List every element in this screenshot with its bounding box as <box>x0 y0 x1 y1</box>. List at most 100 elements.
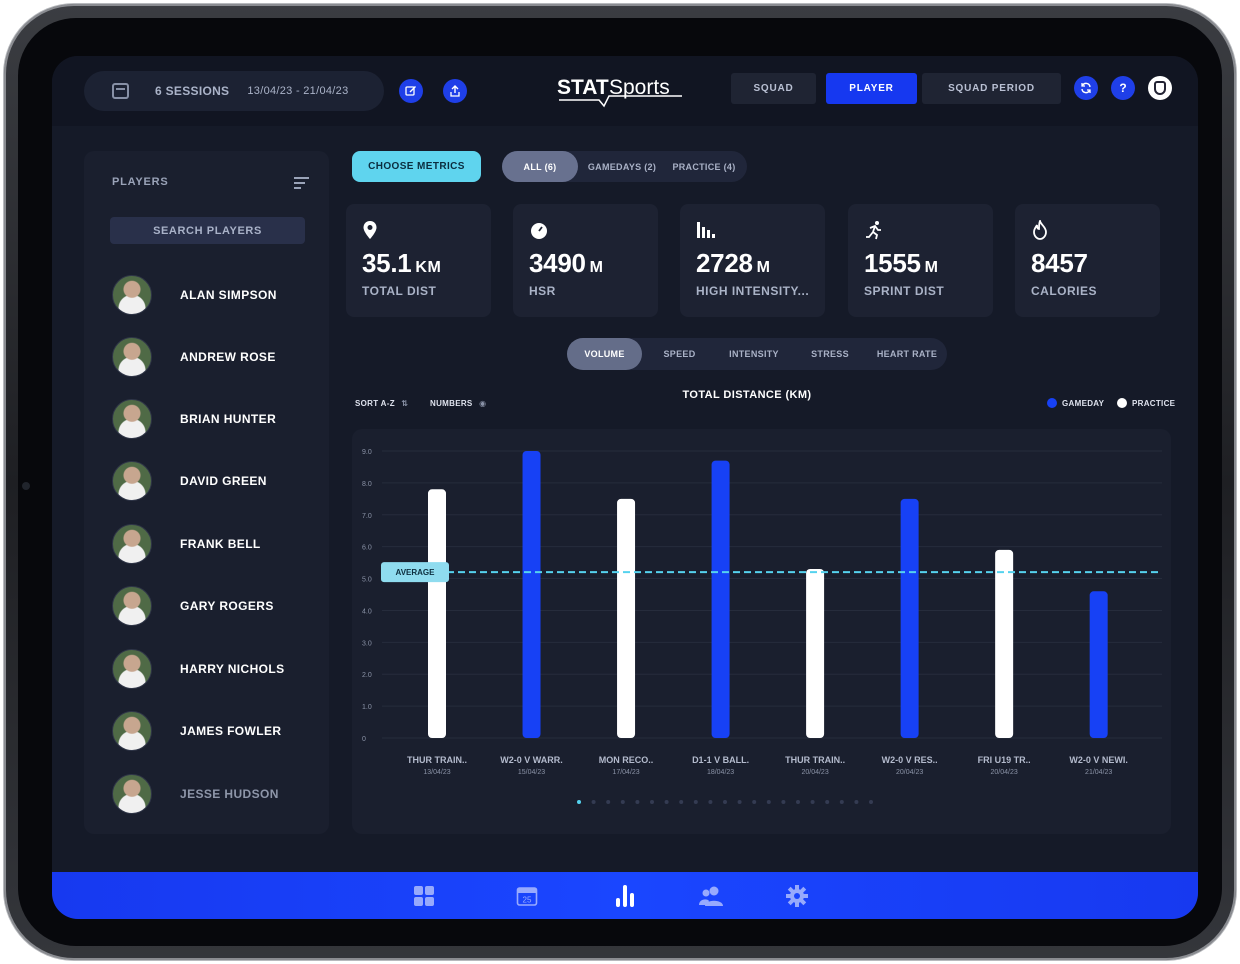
edit-button[interactable] <box>399 79 423 103</box>
tab-speed-label: SPEED <box>663 349 696 359</box>
stat-label: TOTAL DIST <box>362 284 437 298</box>
bar-gameday[interactable] <box>900 498 919 738</box>
y-tick-label: 7.0 <box>362 513 372 520</box>
player-row[interactable]: BRIAN HUNTER <box>112 399 322 439</box>
chart-title: TOTAL DISTANCE (KM) <box>682 389 812 401</box>
x-date-label: 13/04/23 <box>423 769 450 776</box>
bar-practice[interactable] <box>617 498 636 738</box>
stat-value: 8457 <box>1031 248 1088 278</box>
pagination-dot[interactable] <box>635 800 640 804</box>
player-name: DAVID GREEN <box>180 474 267 488</box>
pagination-dot[interactable] <box>679 800 684 804</box>
bar-gameday[interactable] <box>522 451 541 738</box>
pagination-dot[interactable] <box>796 800 800 804</box>
player-avatar <box>112 586 152 626</box>
pagination-dot[interactable] <box>737 800 742 804</box>
tab-intensity[interactable]: INTENSITY <box>719 338 789 370</box>
sort-az-icon: ⇅ <box>401 399 409 408</box>
stat-card-calories[interactable]: 8457 CALORIES <box>1015 204 1160 317</box>
pagination-dot[interactable] <box>708 800 713 804</box>
player-name: ANDREW ROSE <box>180 350 276 364</box>
tab-squad[interactable]: SQUAD <box>731 73 816 104</box>
pagination-dot[interactable] <box>766 800 771 804</box>
pagination-dot[interactable] <box>825 800 830 804</box>
search-players-input[interactable] <box>110 217 305 244</box>
player-row[interactable]: FRANK BELL <box>112 524 322 564</box>
pagination-dot[interactable] <box>620 800 625 804</box>
filter-practice[interactable]: PRACTICE (4) <box>666 151 742 182</box>
pagination-dot[interactable] <box>810 800 815 804</box>
stat-card-hsr[interactable]: 3490 M HSR <box>513 204 658 317</box>
sort-filter-icon[interactable] <box>294 177 309 189</box>
pagination-dot[interactable] <box>606 800 611 804</box>
player-row[interactable]: GARY ROGERS <box>112 586 322 626</box>
tab-stress[interactable]: STRESS <box>799 338 861 370</box>
player-row[interactable]: HARRY NICHOLS <box>112 649 322 689</box>
player-name: BRIAN HUNTER <box>180 412 277 426</box>
share-button[interactable] <box>443 79 467 103</box>
help-button[interactable]: ? <box>1111 76 1135 100</box>
player-row[interactable]: JESSE HUDSON <box>112 774 322 814</box>
tab-player[interactable]: PLAYER <box>826 73 917 104</box>
pagination-dot[interactable] <box>854 800 859 804</box>
x-date-label: 17/04/23 <box>612 769 639 776</box>
numbers-toggle[interactable]: NUMBERS ◉ <box>430 399 486 408</box>
player-row[interactable]: JAMES FOWLER <box>112 711 322 751</box>
bar-practice[interactable] <box>806 568 825 738</box>
filter-gamedays[interactable]: GAMEDAYS (2) <box>582 151 662 182</box>
pagination-dot[interactable] <box>664 800 669 804</box>
tab-squad-label: SQUAD <box>753 83 794 94</box>
sort-toggle[interactable]: SORT A-Z ⇅ <box>355 399 408 408</box>
nav-stats[interactable] <box>613 884 637 908</box>
player-row[interactable]: ALAN SIMPSON <box>112 275 322 315</box>
bottom-nav: 25 <box>52 872 1198 919</box>
nav-dashboard[interactable] <box>412 884 436 908</box>
player-name: JAMES FOWLER <box>180 724 282 738</box>
tab-heart-rate[interactable]: HEART RATE <box>867 338 947 370</box>
pagination-dot[interactable] <box>869 800 873 804</box>
club-crest-button[interactable] <box>1148 76 1172 100</box>
pagination-dot[interactable] <box>781 800 786 804</box>
top-bar: 6 SESSIONS 13/04/23 - 21/04/23 STAT Spor… <box>52 56 1198 126</box>
player-avatar <box>112 649 152 689</box>
session-selector[interactable]: 6 SESSIONS 13/04/23 - 21/04/23 <box>84 71 384 111</box>
pagination-dot[interactable] <box>839 800 844 804</box>
player-row[interactable]: DAVID GREEN <box>112 461 322 501</box>
bar-gameday[interactable] <box>711 460 730 738</box>
stat-card-total-dist[interactable]: 35.1 KM TOTAL DIST <box>346 204 491 317</box>
club-crest-icon <box>1154 81 1166 95</box>
gear-icon <box>786 885 808 907</box>
stat-card-high-intensity[interactable]: 2728 M HIGH INTENSITY... <box>680 204 825 317</box>
bar-practice[interactable] <box>428 489 446 738</box>
pagination-dot[interactable] <box>693 800 698 804</box>
nav-users[interactable] <box>699 884 723 908</box>
stat-value: 2728 M <box>696 248 771 278</box>
player-name: GARY ROGERS <box>180 599 274 613</box>
tab-speed[interactable]: SPEED <box>647 338 712 370</box>
player-row[interactable]: ANDREW ROSE <box>112 337 322 377</box>
bar-practice[interactable] <box>995 549 1014 738</box>
choose-metrics-button[interactable]: CHOOSE METRICS <box>352 151 481 182</box>
pagination-dot[interactable] <box>723 800 727 804</box>
pagination-dot[interactable] <box>752 800 757 804</box>
stopwatch-icon <box>529 220 547 240</box>
refresh-button[interactable] <box>1074 76 1098 100</box>
stat-label: HSR <box>529 284 556 298</box>
tab-squad-period[interactable]: SQUAD PERIOD <box>922 73 1061 104</box>
pagination-dot[interactable] <box>650 800 654 804</box>
bar-chart-icon <box>616 885 634 907</box>
players-panel: PLAYERS ALAN SIMPSON ANDREW ROSE BRIAN H… <box>84 151 329 834</box>
svg-text:25: 25 <box>523 896 532 905</box>
nav-settings[interactable] <box>785 884 809 908</box>
stat-card-sprint-dist[interactable]: 1555 M SPRINT DIST <box>848 204 993 317</box>
pagination-dot[interactable] <box>591 800 596 804</box>
chart-panel: 0 1.0 2.0 3.0 4.0 5.0 6.0 7.0 8.0 9.0 THUR TRAIN..… <box>352 429 1171 834</box>
nav-calendar[interactable]: 25 <box>515 884 539 908</box>
session-count: 6 SESSIONS <box>155 84 230 98</box>
pagination-dot[interactable] <box>577 800 581 804</box>
tab-volume[interactable]: VOLUME <box>567 338 642 370</box>
bar-gameday[interactable] <box>1089 591 1108 738</box>
filter-all[interactable]: ALL (6) <box>502 151 578 182</box>
refresh-icon <box>1081 82 1091 94</box>
legend-gameday-swatch <box>1047 398 1057 408</box>
